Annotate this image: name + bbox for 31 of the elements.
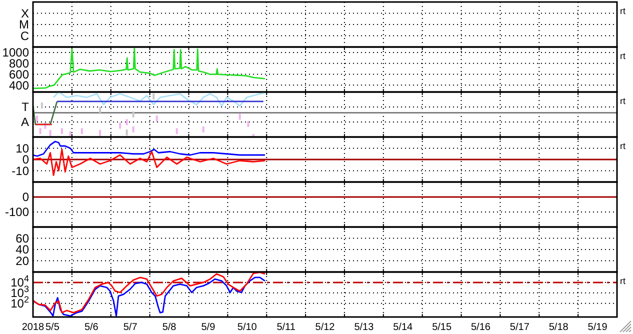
x-tick-label: 5/18	[548, 322, 569, 333]
y-tick-label: 60	[16, 231, 30, 246]
x-tick-label: 5/11	[276, 322, 296, 333]
text: rt	[620, 51, 626, 61]
x-tick-label: 5/15	[432, 322, 452, 333]
x-tick-label: 5/16	[471, 322, 491, 333]
x-tick-label: 2018	[22, 322, 45, 333]
text: rt	[620, 276, 626, 286]
text: T	[22, 100, 30, 114]
line-series	[33, 140, 266, 157]
text: rt	[620, 6, 626, 16]
text: A	[20, 115, 29, 130]
line-series	[33, 148, 266, 176]
text: rt	[620, 141, 626, 151]
x-tick-label: 5/9	[201, 322, 216, 333]
y-tick-label: -100	[4, 205, 30, 220]
line-series	[33, 48, 266, 90]
x-tick-label: 5/19	[588, 322, 608, 333]
x-tick-label: 5/7	[123, 322, 138, 333]
x-tick-label: 5/6	[84, 322, 99, 333]
x-tick-label: 5/8	[162, 322, 177, 333]
text: X	[20, 6, 29, 20]
x-tick-label: 5/13	[354, 322, 374, 333]
x-tick-label: 5/14	[393, 322, 414, 333]
y-tick-label: 0	[22, 190, 30, 204]
text: rt	[620, 96, 626, 106]
x-tick-label: 5/12	[315, 322, 336, 333]
y-tick-label: 10	[16, 141, 30, 156]
x-tick-label: 5/5	[46, 322, 60, 333]
x-tick-label: 5/17	[510, 322, 530, 333]
x-tick-label: 5/10	[237, 322, 258, 333]
